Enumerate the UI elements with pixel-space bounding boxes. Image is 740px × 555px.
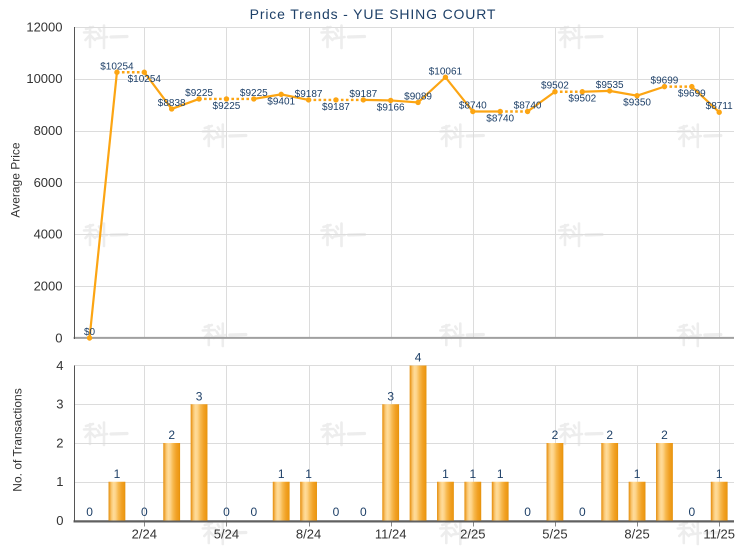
svg-text:0: 0 xyxy=(141,505,148,519)
svg-text:0: 0 xyxy=(524,505,531,519)
svg-text:2: 2 xyxy=(552,428,559,442)
svg-text:2: 2 xyxy=(606,428,613,442)
svg-text:$8711: $8711 xyxy=(706,101,734,112)
svg-text:2: 2 xyxy=(56,435,63,450)
svg-text:11/25: 11/25 xyxy=(703,527,735,542)
svg-text:1: 1 xyxy=(278,467,285,481)
svg-text:2000: 2000 xyxy=(34,278,63,293)
svg-text:$9187: $9187 xyxy=(322,102,350,113)
svg-text:3: 3 xyxy=(387,389,394,403)
svg-text:6000: 6000 xyxy=(34,175,63,190)
svg-text:$8838: $8838 xyxy=(158,98,186,109)
svg-text:1: 1 xyxy=(497,467,504,481)
svg-text:2: 2 xyxy=(168,428,175,442)
svg-text:0: 0 xyxy=(579,505,586,519)
svg-text:0: 0 xyxy=(360,505,367,519)
svg-text:0: 0 xyxy=(86,505,93,519)
svg-text:$0: $0 xyxy=(84,327,96,338)
svg-text:$9502: $9502 xyxy=(568,94,596,105)
svg-text:$9225: $9225 xyxy=(240,88,268,99)
svg-text:5/25: 5/25 xyxy=(542,527,567,542)
svg-text:11/24: 11/24 xyxy=(375,527,407,542)
svg-text:0: 0 xyxy=(223,505,230,519)
svg-text:$9225: $9225 xyxy=(185,88,213,99)
svg-text:$9535: $9535 xyxy=(596,80,624,91)
svg-text:$10061: $10061 xyxy=(429,66,463,77)
svg-text:3: 3 xyxy=(196,389,203,403)
svg-text:$8740: $8740 xyxy=(514,100,542,111)
svg-text:$9699: $9699 xyxy=(651,76,679,87)
svg-text:$9699: $9699 xyxy=(678,89,706,100)
svg-text:$9225: $9225 xyxy=(213,101,241,112)
svg-text:2/24: 2/24 xyxy=(132,527,157,542)
svg-text:0: 0 xyxy=(688,505,695,519)
svg-text:8/24: 8/24 xyxy=(296,527,321,542)
svg-text:1: 1 xyxy=(716,467,723,481)
svg-text:3: 3 xyxy=(56,397,63,412)
svg-text:2: 2 xyxy=(661,428,668,442)
svg-text:4: 4 xyxy=(415,351,422,365)
svg-text:$9502: $9502 xyxy=(541,81,569,92)
svg-text:0: 0 xyxy=(333,505,340,519)
svg-text:2/25: 2/25 xyxy=(460,527,485,542)
svg-text:Price Trends - YUE SHING COURT: Price Trends - YUE SHING COURT xyxy=(250,6,497,22)
svg-text:$10254: $10254 xyxy=(128,74,162,85)
svg-text:No. of Transactions: No. of Transactions xyxy=(11,388,25,491)
svg-text:4000: 4000 xyxy=(34,227,63,242)
svg-text:5/24: 5/24 xyxy=(214,527,239,542)
svg-text:$8740: $8740 xyxy=(459,100,487,111)
svg-text:Average Price: Average Price xyxy=(9,142,23,217)
svg-text:$9166: $9166 xyxy=(377,102,405,113)
svg-text:8/25: 8/25 xyxy=(624,527,649,542)
svg-text:$9350: $9350 xyxy=(623,98,651,109)
svg-text:$9187: $9187 xyxy=(295,89,323,100)
svg-text:1: 1 xyxy=(469,467,476,481)
svg-text:1: 1 xyxy=(114,467,121,481)
svg-text:10000: 10000 xyxy=(26,71,62,86)
svg-text:4: 4 xyxy=(56,358,63,373)
svg-text:0: 0 xyxy=(56,513,63,528)
svg-text:8000: 8000 xyxy=(34,123,63,138)
svg-text:1: 1 xyxy=(442,467,449,481)
svg-text:1: 1 xyxy=(634,467,641,481)
svg-text:1: 1 xyxy=(56,474,63,489)
svg-text:0: 0 xyxy=(55,330,62,345)
svg-text:1: 1 xyxy=(305,467,312,481)
svg-text:$9089: $9089 xyxy=(404,91,432,102)
svg-text:0: 0 xyxy=(250,505,257,519)
svg-text:$8740: $8740 xyxy=(486,113,514,124)
svg-text:$10254: $10254 xyxy=(100,61,134,72)
svg-text:$9401: $9401 xyxy=(267,96,295,107)
svg-text:12000: 12000 xyxy=(26,19,62,34)
svg-text:$9187: $9187 xyxy=(349,89,377,100)
